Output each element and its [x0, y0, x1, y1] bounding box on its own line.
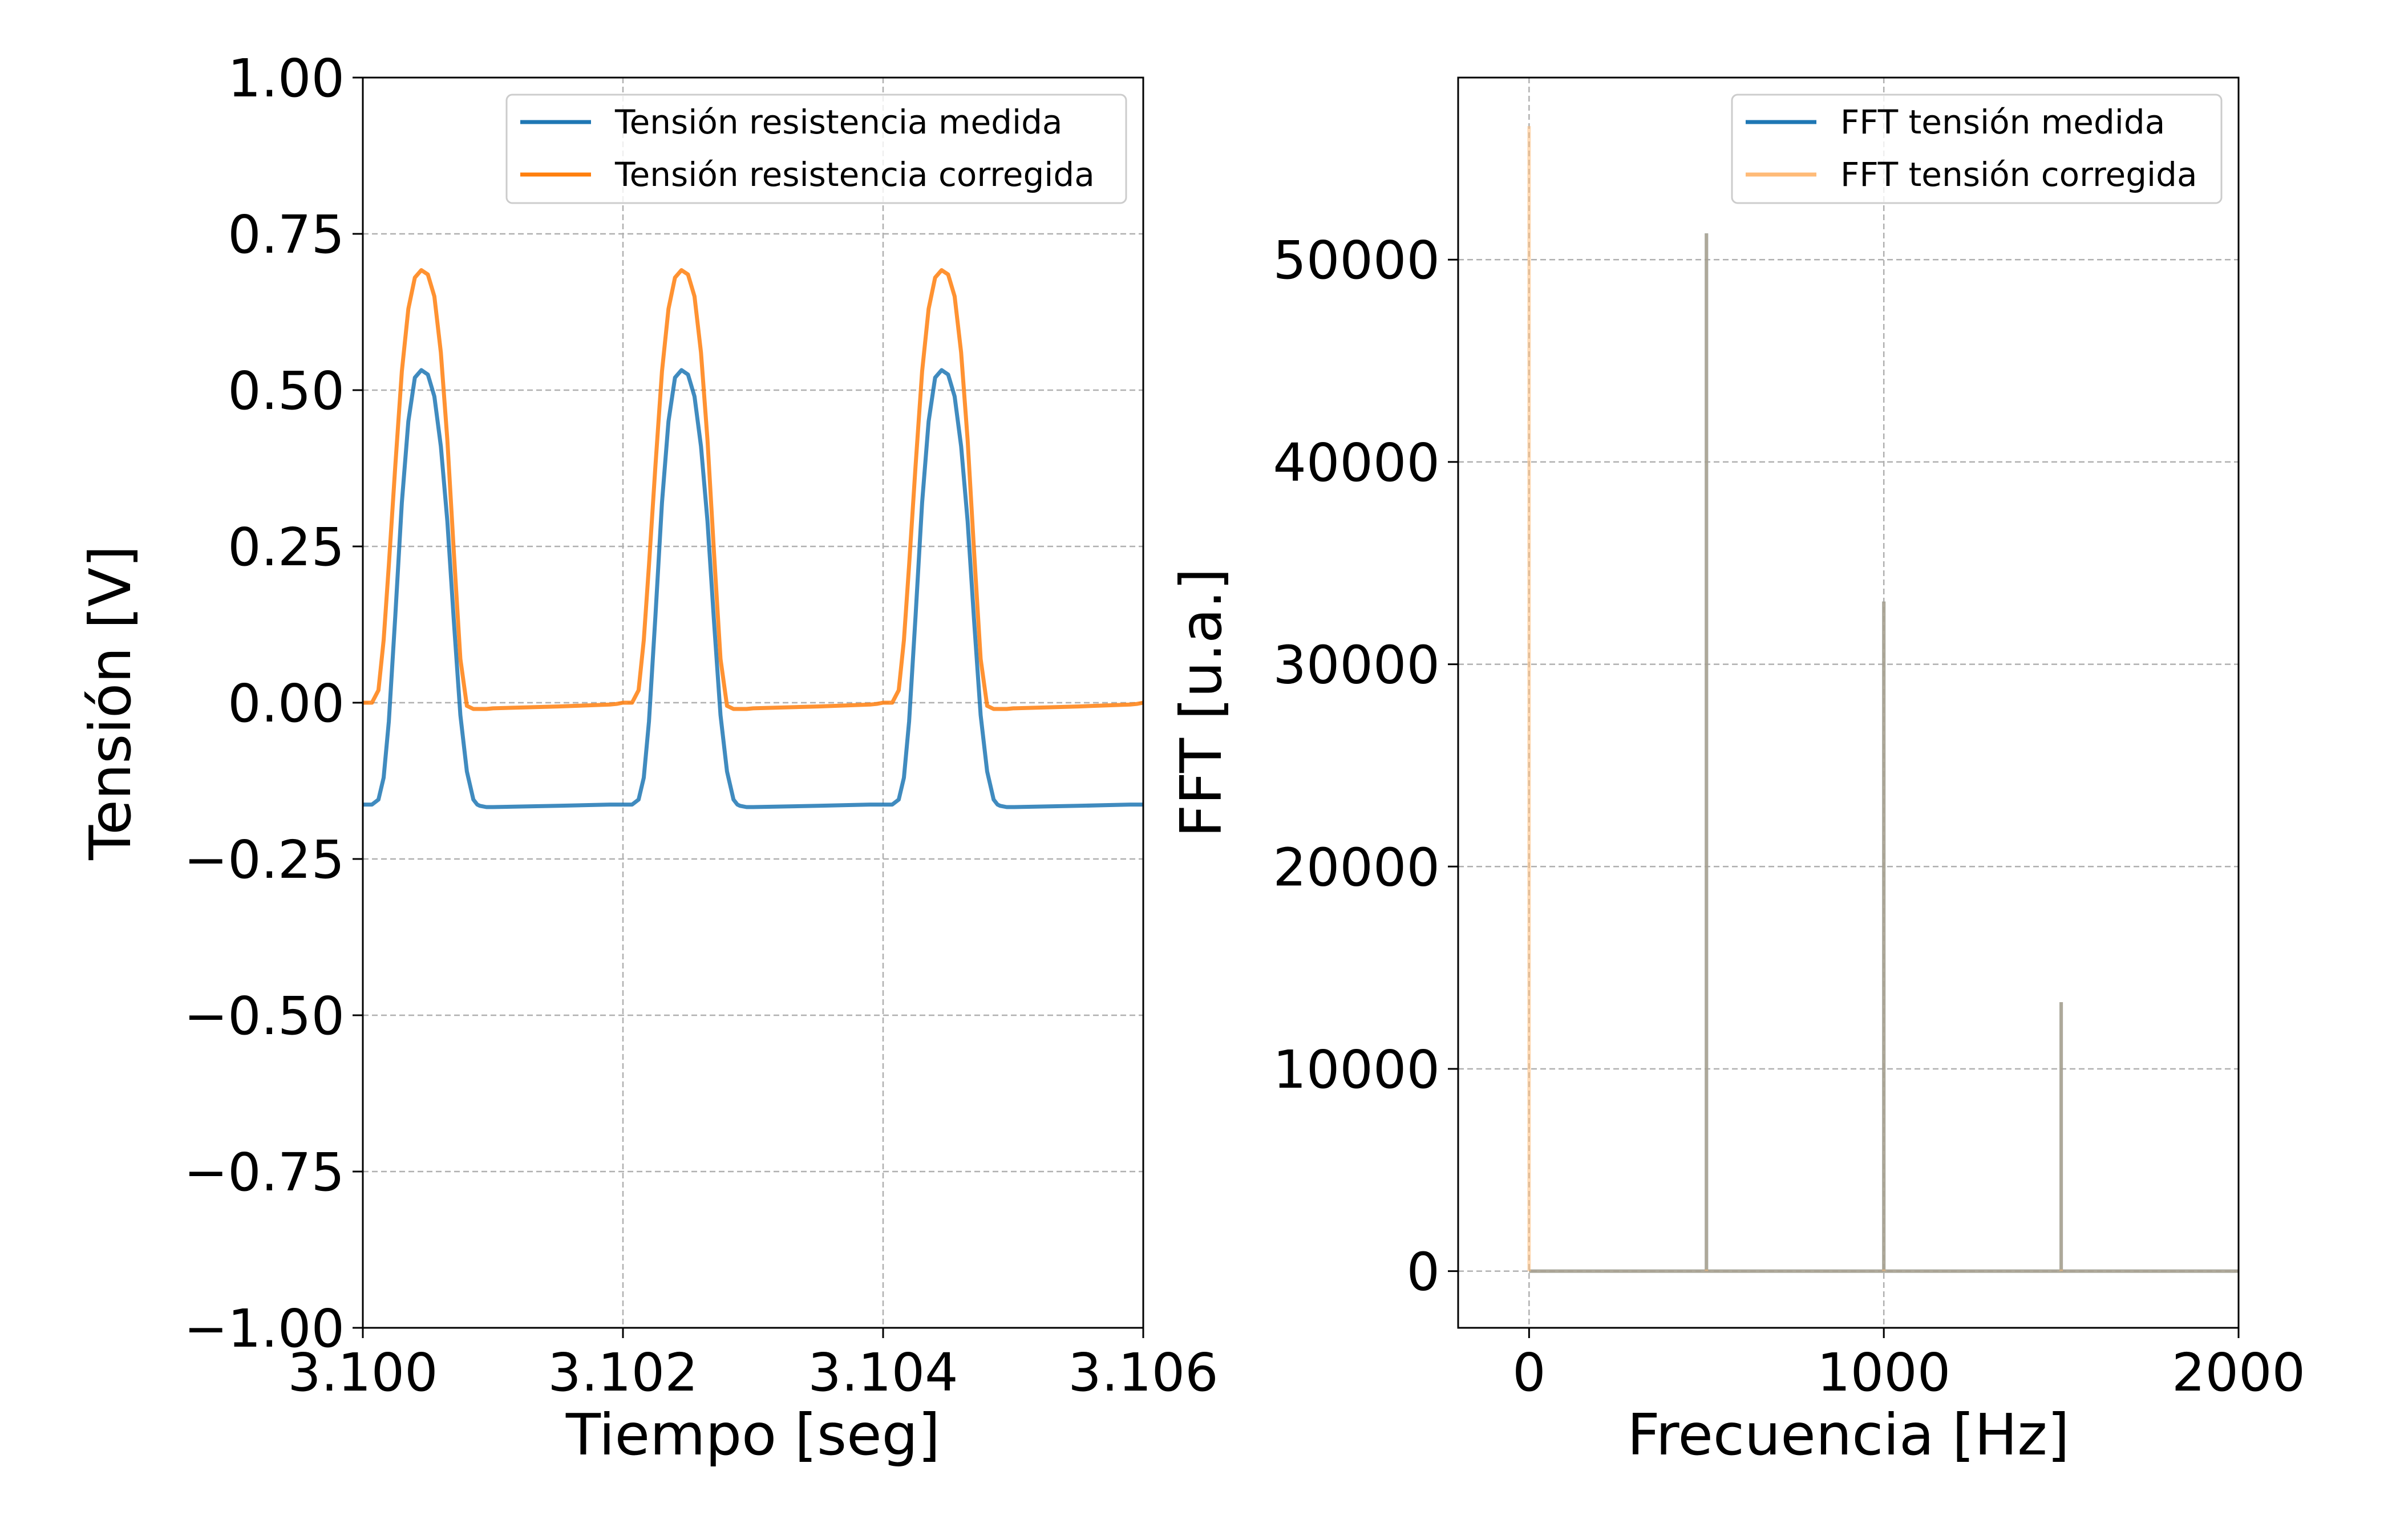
time-y-ticks: 1.00 0.75 0.50 0.25 0.00 −0.25 −0.50 −0.75 −1.00 — [184, 48, 363, 1359]
time-y-tick-label-0: 1.00 — [228, 48, 345, 109]
time-legend-label-measured: Tensión resistencia medida — [614, 103, 1062, 141]
fft-y-tick-label-1: 10000 — [1273, 1039, 1440, 1100]
time-legend-box — [505, 94, 1127, 204]
fft-y-axis-label: FFT [u.a.] — [1168, 568, 1235, 837]
time-y-axis-label: Tensión [V] — [77, 545, 144, 861]
time-y-tick-label-4: 0.00 — [228, 673, 345, 734]
time-x-ticks: 3.100 3.102 3.104 3.106 — [288, 1328, 1219, 1403]
fft-legend-label-corrected: FFT tensión corregida — [1840, 155, 2197, 194]
fft-y-tick-label-5: 50000 — [1273, 230, 1440, 291]
time-y-tick-label-3: 0.25 — [228, 517, 345, 578]
fft-axes-frame — [1457, 76, 2240, 1329]
time-x-tick-label-2: 3.104 — [808, 1342, 958, 1403]
time-x-tick-label-3: 3.106 — [1068, 1342, 1218, 1403]
time-series-lines — [363, 268, 1144, 809]
fft-x-tick-label-1: 1000 — [1817, 1342, 1950, 1403]
time-y-tick-label-6: −0.50 — [184, 986, 345, 1047]
frequency-domain-panel: 0 1000 2000 0 10000 20000 30000 40000 50000 Fre… — [1168, 76, 2305, 1468]
fft-x-tick-label-0: 0 — [1512, 1342, 1546, 1403]
fft-y-ticks: 0 10000 20000 30000 40000 50000 — [1273, 230, 1458, 1303]
time-x-axis-label: Tiempo [seg] — [565, 1401, 940, 1468]
time-series-line-0 — [363, 368, 1143, 809]
time-series-line-1 — [363, 268, 1144, 711]
fft-series-lines — [1527, 126, 2239, 1273]
time-x-tick-label-0: 3.100 — [288, 1342, 438, 1403]
time-y-tick-label-5: −0.25 — [184, 829, 345, 890]
fft-y-tick-label-4: 40000 — [1273, 432, 1440, 493]
time-y-tick-label-1: 0.75 — [228, 204, 345, 265]
time-x-tick-label-1: 3.102 — [548, 1342, 698, 1403]
fft-legend-label-measured: FFT tensión medida — [1840, 103, 2165, 141]
fft-y-tick-label-2: 20000 — [1273, 837, 1440, 898]
time-y-tick-label-7: −0.75 — [184, 1142, 345, 1203]
fft-y-tick-label-0: 0 — [1406, 1242, 1440, 1303]
fft-x-tick-label-2: 2000 — [2172, 1342, 2305, 1403]
time-y-tick-label-8: −1.00 — [184, 1298, 345, 1359]
fft-x-ticks: 0 1000 2000 — [1512, 1328, 2305, 1403]
fft-legend: FFT tensión medida FFT tensión corregida — [1731, 94, 2223, 204]
time-legend: Tensión resistencia medida Tensión resis… — [505, 94, 1127, 204]
fft-legend-box — [1731, 94, 2223, 204]
time-y-tick-label-2: 0.50 — [228, 360, 345, 422]
time-legend-label-corrected: Tensión resistencia corregida — [614, 155, 1095, 194]
fft-y-tick-label-3: 30000 — [1273, 635, 1440, 696]
time-domain-panel: 3.100 3.102 3.104 3.106 1.00 0.75 0.50 0.25 0.0… — [77, 48, 1219, 1468]
fft-x-axis-label: Frecuencia [Hz] — [1627, 1401, 2070, 1468]
